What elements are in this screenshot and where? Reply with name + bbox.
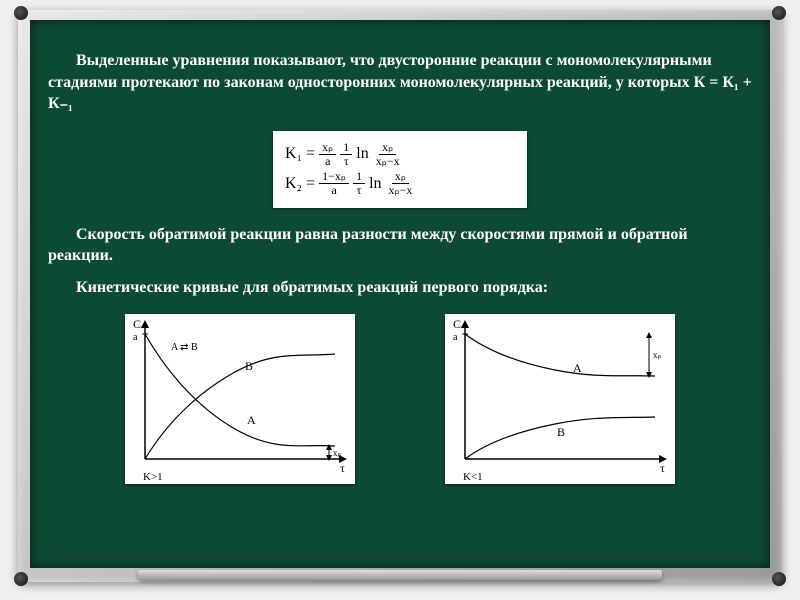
xp-label: xₚ <box>653 350 662 360</box>
frac-den: τ <box>341 155 352 168</box>
eq-lhs: K₂ = <box>285 175 315 193</box>
equation-k2: K₂ = 1−xₚ a 1 τ ln xₚ xₚ−x <box>285 170 515 197</box>
frac-num: xₚ <box>379 141 396 155</box>
rate-paragraph: Скорость обратимой реакции равна разност… <box>48 224 752 267</box>
screw-tr <box>772 6 786 20</box>
frac-den: a <box>328 184 339 197</box>
equations-box: K₁ = xₚ a 1 τ ln xₚ xₚ−x K₂ = 1−xₚ <box>273 131 527 208</box>
fraction: 1 τ <box>353 170 365 197</box>
y-axis-label: C <box>133 317 141 331</box>
eq-lhs: K₁ = <box>285 145 315 163</box>
curve-a <box>465 334 655 376</box>
fraction: 1 τ <box>340 141 352 168</box>
curve-b <box>145 354 335 459</box>
frac-num: xₚ <box>319 141 336 155</box>
fraction: xₚ xₚ−x <box>386 170 416 197</box>
reaction-label: A ⇄ B <box>171 342 198 353</box>
condition-label: K<1 <box>463 471 483 483</box>
xp-label: xₚ <box>333 448 342 458</box>
y-axis-label: C <box>453 317 461 331</box>
x-axis-label: τ <box>340 461 345 475</box>
ln-symbol: ln <box>369 175 381 193</box>
a-label: a <box>133 332 138 343</box>
frac-num: 1−xₚ <box>319 170 349 184</box>
curve-b-label: B <box>557 425 565 439</box>
fraction: 1−xₚ a <box>319 170 349 197</box>
marker-tray <box>138 570 662 580</box>
frac-num: 1 <box>353 170 365 184</box>
curve-a-label: A <box>573 361 582 375</box>
kinetic-graph-k-lt-1: C τ a A B xₚ K<1 <box>445 314 675 484</box>
curves-paragraph: Кинетические кривые для обратимых реакци… <box>48 277 752 299</box>
curve-a-label: A <box>247 413 256 427</box>
frac-den: a <box>322 155 333 168</box>
whiteboard-frame: Выделенные уравнения показывают, что дву… <box>18 10 782 582</box>
screw-bl <box>14 572 28 586</box>
frac-num: 1 <box>340 141 352 155</box>
intro-paragraph: Выделенные уравнения показывают, что дву… <box>48 50 752 115</box>
frac-den: τ <box>354 184 365 197</box>
fraction: xₚ xₚ−x <box>373 141 403 168</box>
ln-symbol: ln <box>356 145 368 163</box>
screw-tl <box>14 6 28 20</box>
frac-den: xₚ−x <box>386 184 416 197</box>
chalkboard-surface: Выделенные уравнения показывают, что дву… <box>30 20 770 568</box>
condition-label: K>1 <box>143 471 163 483</box>
screw-br <box>772 572 786 586</box>
fraction: xₚ a <box>319 141 336 168</box>
equation-k1: K₁ = xₚ a 1 τ ln xₚ xₚ−x <box>285 141 515 168</box>
frac-den: xₚ−x <box>373 155 403 168</box>
a-label: a <box>453 332 458 343</box>
graphs-row: C τ a A ⇄ B A B xₚ K <box>48 314 752 484</box>
frac-num: xₚ <box>392 170 409 184</box>
kinetic-graph-k-gt-1: C τ a A ⇄ B A B xₚ K <box>125 314 355 484</box>
curve-b-label: B <box>245 359 253 373</box>
x-axis-label: τ <box>660 461 665 475</box>
